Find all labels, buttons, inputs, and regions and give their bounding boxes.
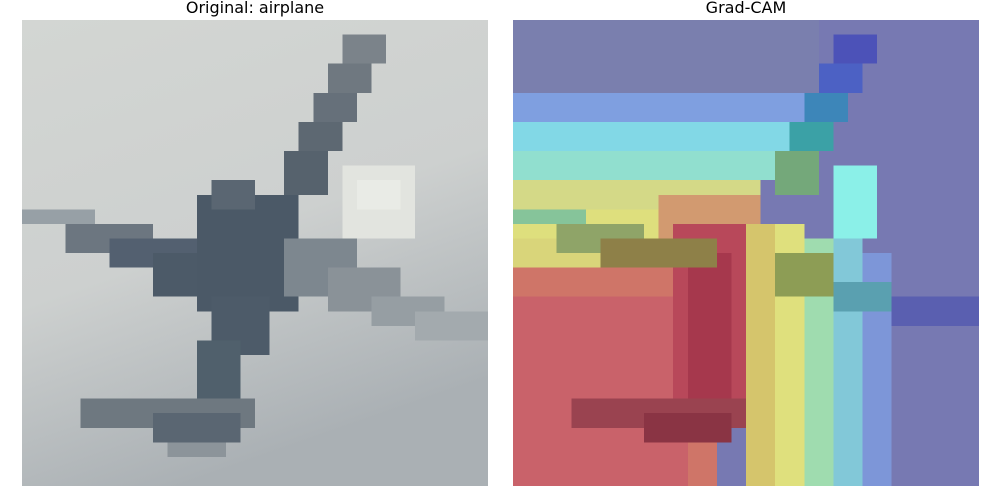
original-title: Original: airplane	[185, 0, 325, 17]
airplane-photo	[22, 20, 488, 486]
original-image	[22, 20, 488, 486]
gradcam-heatmap	[513, 20, 979, 486]
gradcam-title: Grad-CAM	[705, 0, 787, 17]
gradcam-image	[513, 20, 979, 486]
gradcam-panel: Grad-CAM	[513, 0, 979, 500]
original-panel: Original: airplane	[22, 0, 488, 500]
